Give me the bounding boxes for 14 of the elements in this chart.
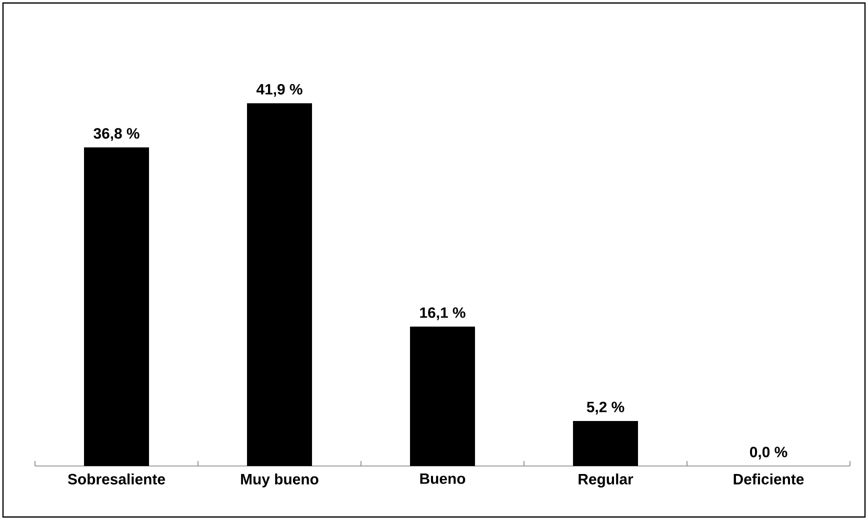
bar: [247, 103, 312, 466]
x-tick-label: Regular: [578, 474, 634, 488]
data-label: 36,8 %: [94, 128, 140, 141]
bar: [84, 147, 150, 466]
x-tick-label: Deficiente: [734, 474, 804, 484]
data-label: 5,2 %: [586, 402, 624, 414]
data-label: 41,9 %: [256, 84, 302, 97]
bar: [573, 420, 638, 466]
x-tick-label: Sobresaliente: [68, 474, 165, 484]
x-tick-label: Muy bueno: [241, 474, 318, 488]
data-label: 0,0 %: [750, 446, 788, 460]
data-label: 16,1 %: [420, 307, 466, 320]
bar: [410, 326, 476, 466]
x-tick-label: Bueno: [420, 474, 466, 484]
